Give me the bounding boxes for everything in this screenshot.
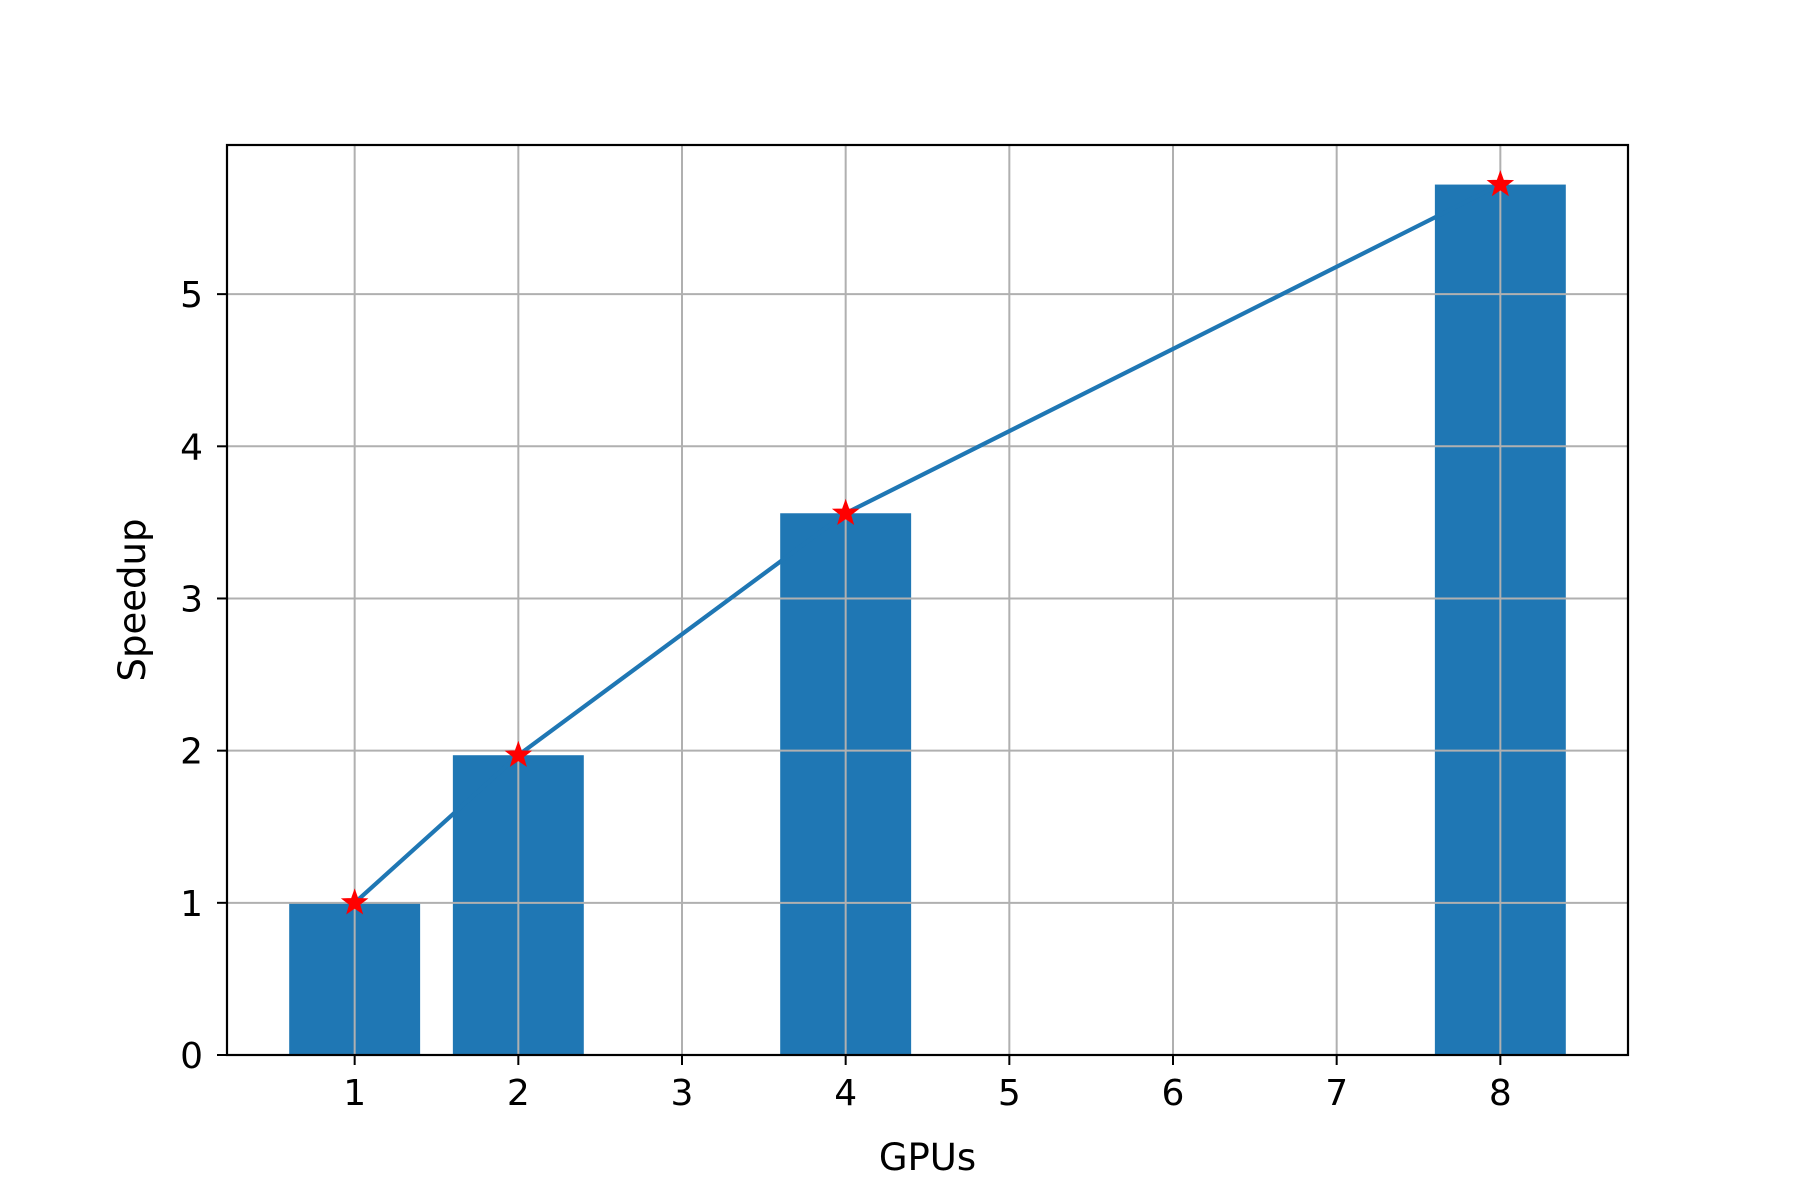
star-marker-gpus-8 [1486, 170, 1515, 197]
x-tick-label-1: 1 [343, 1073, 366, 1114]
y-tick-label-1: 1 [180, 884, 203, 925]
x-tick-label-3: 3 [671, 1073, 694, 1114]
marker-layer [340, 170, 1515, 915]
star-marker-gpus-1 [340, 888, 369, 915]
x-tick-label-5: 5 [998, 1073, 1021, 1114]
line-layer [351, 181, 1504, 906]
speedup-line [351, 181, 1504, 906]
y-tick-label-4: 4 [180, 427, 203, 468]
y-tick-label-2: 2 [180, 732, 203, 773]
y-tick-label-0: 0 [180, 1036, 203, 1077]
x-tick-label-6: 6 [1162, 1073, 1185, 1114]
x-tick-label-8: 8 [1489, 1073, 1512, 1114]
star-marker-gpus-2 [504, 740, 533, 767]
ticks-layer: 1 2 3 4 5 6 7 8 0 1 2 3 4 5 [180, 275, 1512, 1114]
star-marker-gpus-4 [831, 498, 860, 525]
x-tick-label-2: 2 [507, 1073, 530, 1114]
axes-frame [225, 143, 1630, 1057]
x-tick-label-7: 7 [1325, 1073, 1348, 1114]
x-axis-label: GPUs [879, 1136, 976, 1179]
y-axis-label: Speedup [111, 519, 154, 682]
y-tick-label-3: 3 [180, 579, 203, 620]
x-tick-label-4: 4 [834, 1073, 857, 1114]
y-tick-label-5: 5 [180, 275, 203, 316]
